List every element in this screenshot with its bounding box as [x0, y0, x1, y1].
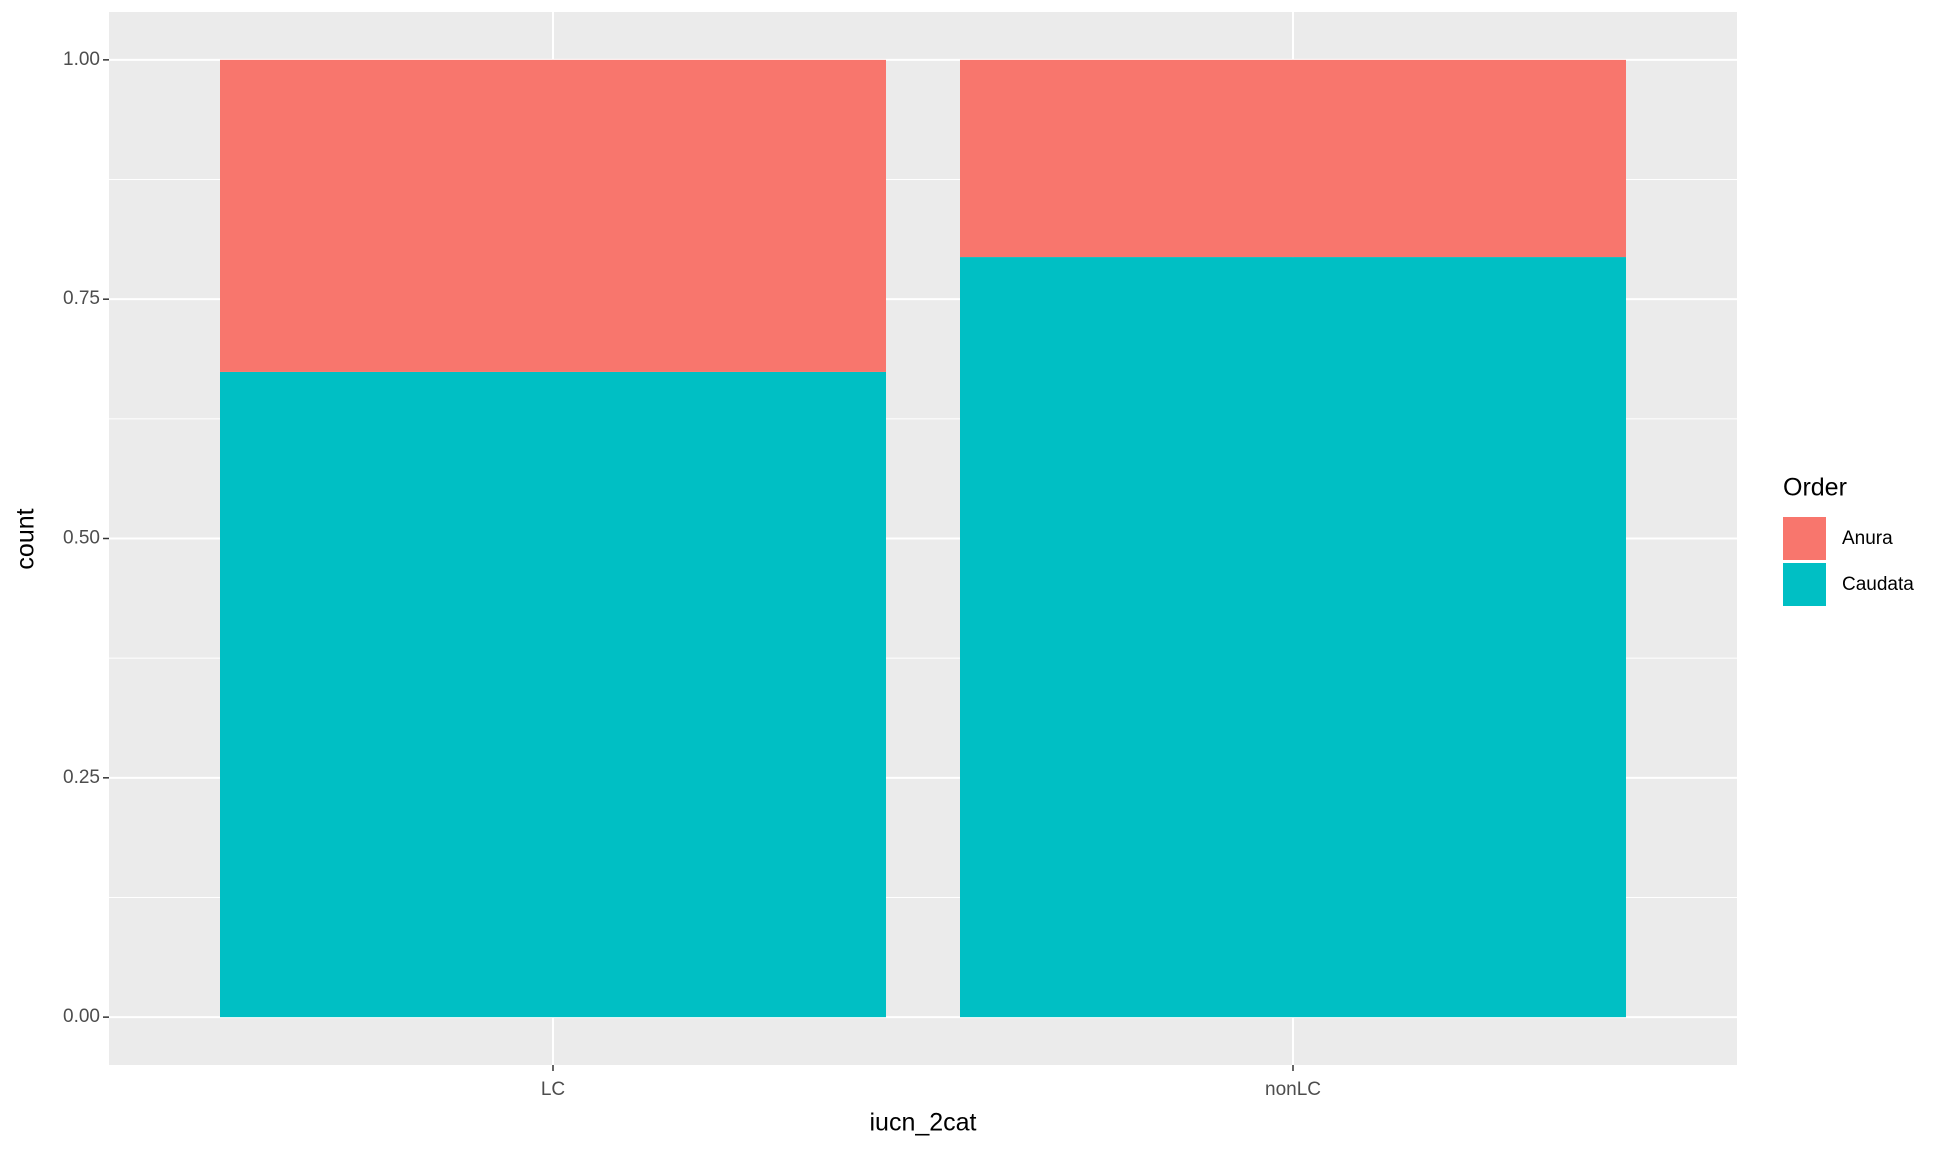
- y-tick-label: 0.75: [63, 288, 100, 309]
- bar-segment: [960, 59, 1626, 258]
- legend-title: Order: [1783, 474, 1847, 502]
- legend-label: Caudata: [1842, 574, 1914, 595]
- y-axis-title: count: [12, 508, 40, 569]
- y-tick-label: 1.00: [63, 49, 100, 70]
- bar-segment: [220, 371, 886, 1018]
- y-tick-label: 0.50: [63, 528, 100, 549]
- legend-label: Anura: [1842, 528, 1893, 549]
- bar-segment: [960, 257, 1626, 1018]
- bar-segment: [220, 59, 886, 372]
- y-tick-label: 0.00: [63, 1006, 100, 1027]
- y-tick-label: 0.25: [63, 767, 100, 788]
- legend-key: [1783, 517, 1826, 560]
- x-tick-label: nonLC: [1265, 1079, 1321, 1100]
- legend-key: [1783, 563, 1826, 606]
- x-tick-label: LC: [541, 1079, 565, 1100]
- x-axis-title: iucn_2cat: [869, 1109, 976, 1137]
